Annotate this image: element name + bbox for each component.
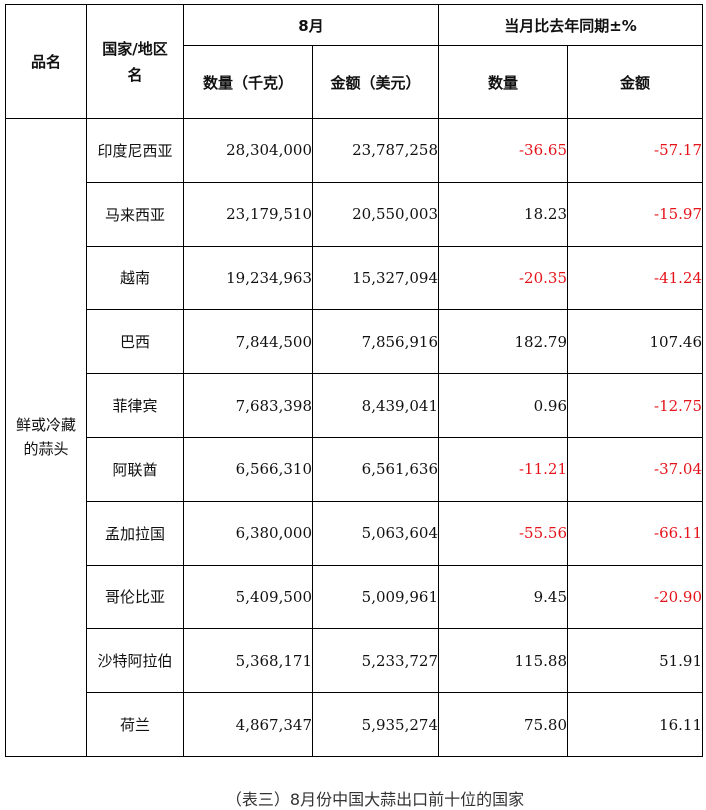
country-cell: 马来西亚 [86, 181, 184, 247]
yoy-amount-cell: -37.04 [566, 436, 704, 502]
table-row: 菲律宾 7,683,398 8,439,041 0.96 -12.75 [6, 373, 704, 438]
yoy-quantity-cell: -20.35 [438, 245, 568, 311]
header-yoy-quantity: 数量 [438, 45, 568, 119]
yoy-quantity-cell: -55.56 [438, 500, 568, 566]
quantity-cell: 28,304,000 [183, 118, 313, 183]
yoy-quantity-cell: -11.21 [438, 436, 568, 502]
amount-cell: 5,063,604 [312, 500, 439, 566]
header-quantity: 数量（千克） [183, 45, 313, 119]
table-row: 鲜或冷藏的蒜头 印度尼西亚 28,304,000 23,787,258 -36.65 -5… [5, 118, 704, 757]
quantity-cell: 19,234,963 [183, 245, 313, 311]
amount-cell: 8,439,041 [312, 373, 439, 438]
garlic-export-table: 品名 国家/地区名 8月 当月比去年同期±% 数量（千克） 金额（美元） 数量 … [5, 4, 704, 757]
country-cell: 沙特阿拉伯 [86, 628, 184, 694]
header-yoy-group: 当月比去年同期±% [437, 4, 704, 46]
amount-cell: 5,009,961 [312, 564, 439, 630]
header-amount: 金额（美元） [312, 45, 439, 119]
header-country: 国家/地区名 [86, 4, 184, 119]
amount-cell: 20,550,003 [312, 181, 439, 247]
yoy-amount-cell: 51.91 [566, 628, 704, 694]
amount-cell: 5,233,727 [312, 628, 439, 694]
amount-cell: 5,935,274 [312, 692, 439, 757]
table-row: 巴西 7,844,500 7,856,916 182.79 107.46 [6, 309, 704, 375]
amount-cell: 7,856,916 [312, 309, 439, 375]
quantity-cell: 6,566,310 [183, 436, 313, 502]
quantity-cell: 23,179,510 [183, 181, 313, 247]
yoy-amount-cell: -20.90 [566, 564, 704, 630]
yoy-amount-cell: -57.17 [566, 118, 704, 183]
table-row: 哥伦比亚 5,409,500 5,009,961 9.45 -20.90 [6, 564, 704, 630]
country-cell: 阿联酋 [86, 436, 184, 502]
quantity-cell: 6,380,000 [183, 500, 313, 566]
yoy-amount-cell: -12.75 [566, 373, 704, 438]
yoy-amount-cell: 107.46 [566, 309, 704, 375]
table-caption: （表三）8月份中国大蒜出口前十位的国家 [225, 790, 525, 809]
category-cell: 鲜或冷藏的蒜头 [5, 118, 87, 757]
quantity-cell: 7,683,398 [183, 373, 313, 438]
quantity-cell: 5,409,500 [183, 564, 313, 630]
amount-cell: 6,561,636 [312, 436, 439, 502]
yoy-amount-cell: -41.24 [566, 245, 704, 311]
yoy-quantity-cell: 115.88 [438, 628, 568, 694]
amount-cell: 15,327,094 [312, 245, 439, 311]
quantity-cell: 5,368,171 [183, 628, 313, 694]
country-cell: 印度尼西亚 [86, 118, 184, 183]
quantity-cell: 7,844,500 [183, 309, 313, 375]
header-month-group: 8月 [183, 4, 439, 46]
yoy-quantity-cell: 0.96 [438, 373, 568, 438]
yoy-quantity-cell: 18.23 [438, 181, 568, 247]
country-cell: 哥伦比亚 [86, 564, 184, 630]
quantity-cell: 4,867,347 [183, 692, 313, 757]
yoy-quantity-cell: 9.45 [438, 564, 568, 630]
yoy-quantity-cell: -36.65 [438, 118, 568, 183]
country-cell: 孟加拉国 [86, 500, 184, 566]
table-row: 荷兰 4,867,347 5,935,274 75.80 16.11 [6, 692, 704, 757]
yoy-amount-cell: -15.97 [566, 181, 704, 247]
country-cell: 越南 [86, 245, 184, 311]
table-row: 阿联酋 6,566,310 6,561,636 -11.21 -37.04 [6, 436, 704, 502]
table-row: 越南 19,234,963 15,327,094 -20.35 -41.24 [6, 245, 704, 311]
yoy-quantity-cell: 75.80 [438, 692, 568, 757]
header-product: 品名 [5, 4, 87, 119]
table-row: 沙特阿拉伯 5,368,171 5,233,727 115.88 51.91 [6, 628, 704, 694]
country-cell: 荷兰 [86, 692, 184, 757]
header-yoy-amount: 金额 [566, 45, 704, 119]
table-row: 马来西亚 23,179,510 20,550,003 18.23 -15.97 [6, 181, 704, 247]
table-row: 孟加拉国 6,380,000 5,063,604 -55.56 -66.11 [6, 500, 704, 566]
yoy-amount-cell: 16.11 [566, 692, 704, 757]
yoy-quantity-cell: 182.79 [438, 309, 568, 375]
country-cell: 巴西 [86, 309, 184, 375]
yoy-amount-cell: -66.11 [566, 500, 704, 566]
amount-cell: 23,787,258 [312, 118, 439, 183]
country-cell: 菲律宾 [86, 373, 184, 438]
